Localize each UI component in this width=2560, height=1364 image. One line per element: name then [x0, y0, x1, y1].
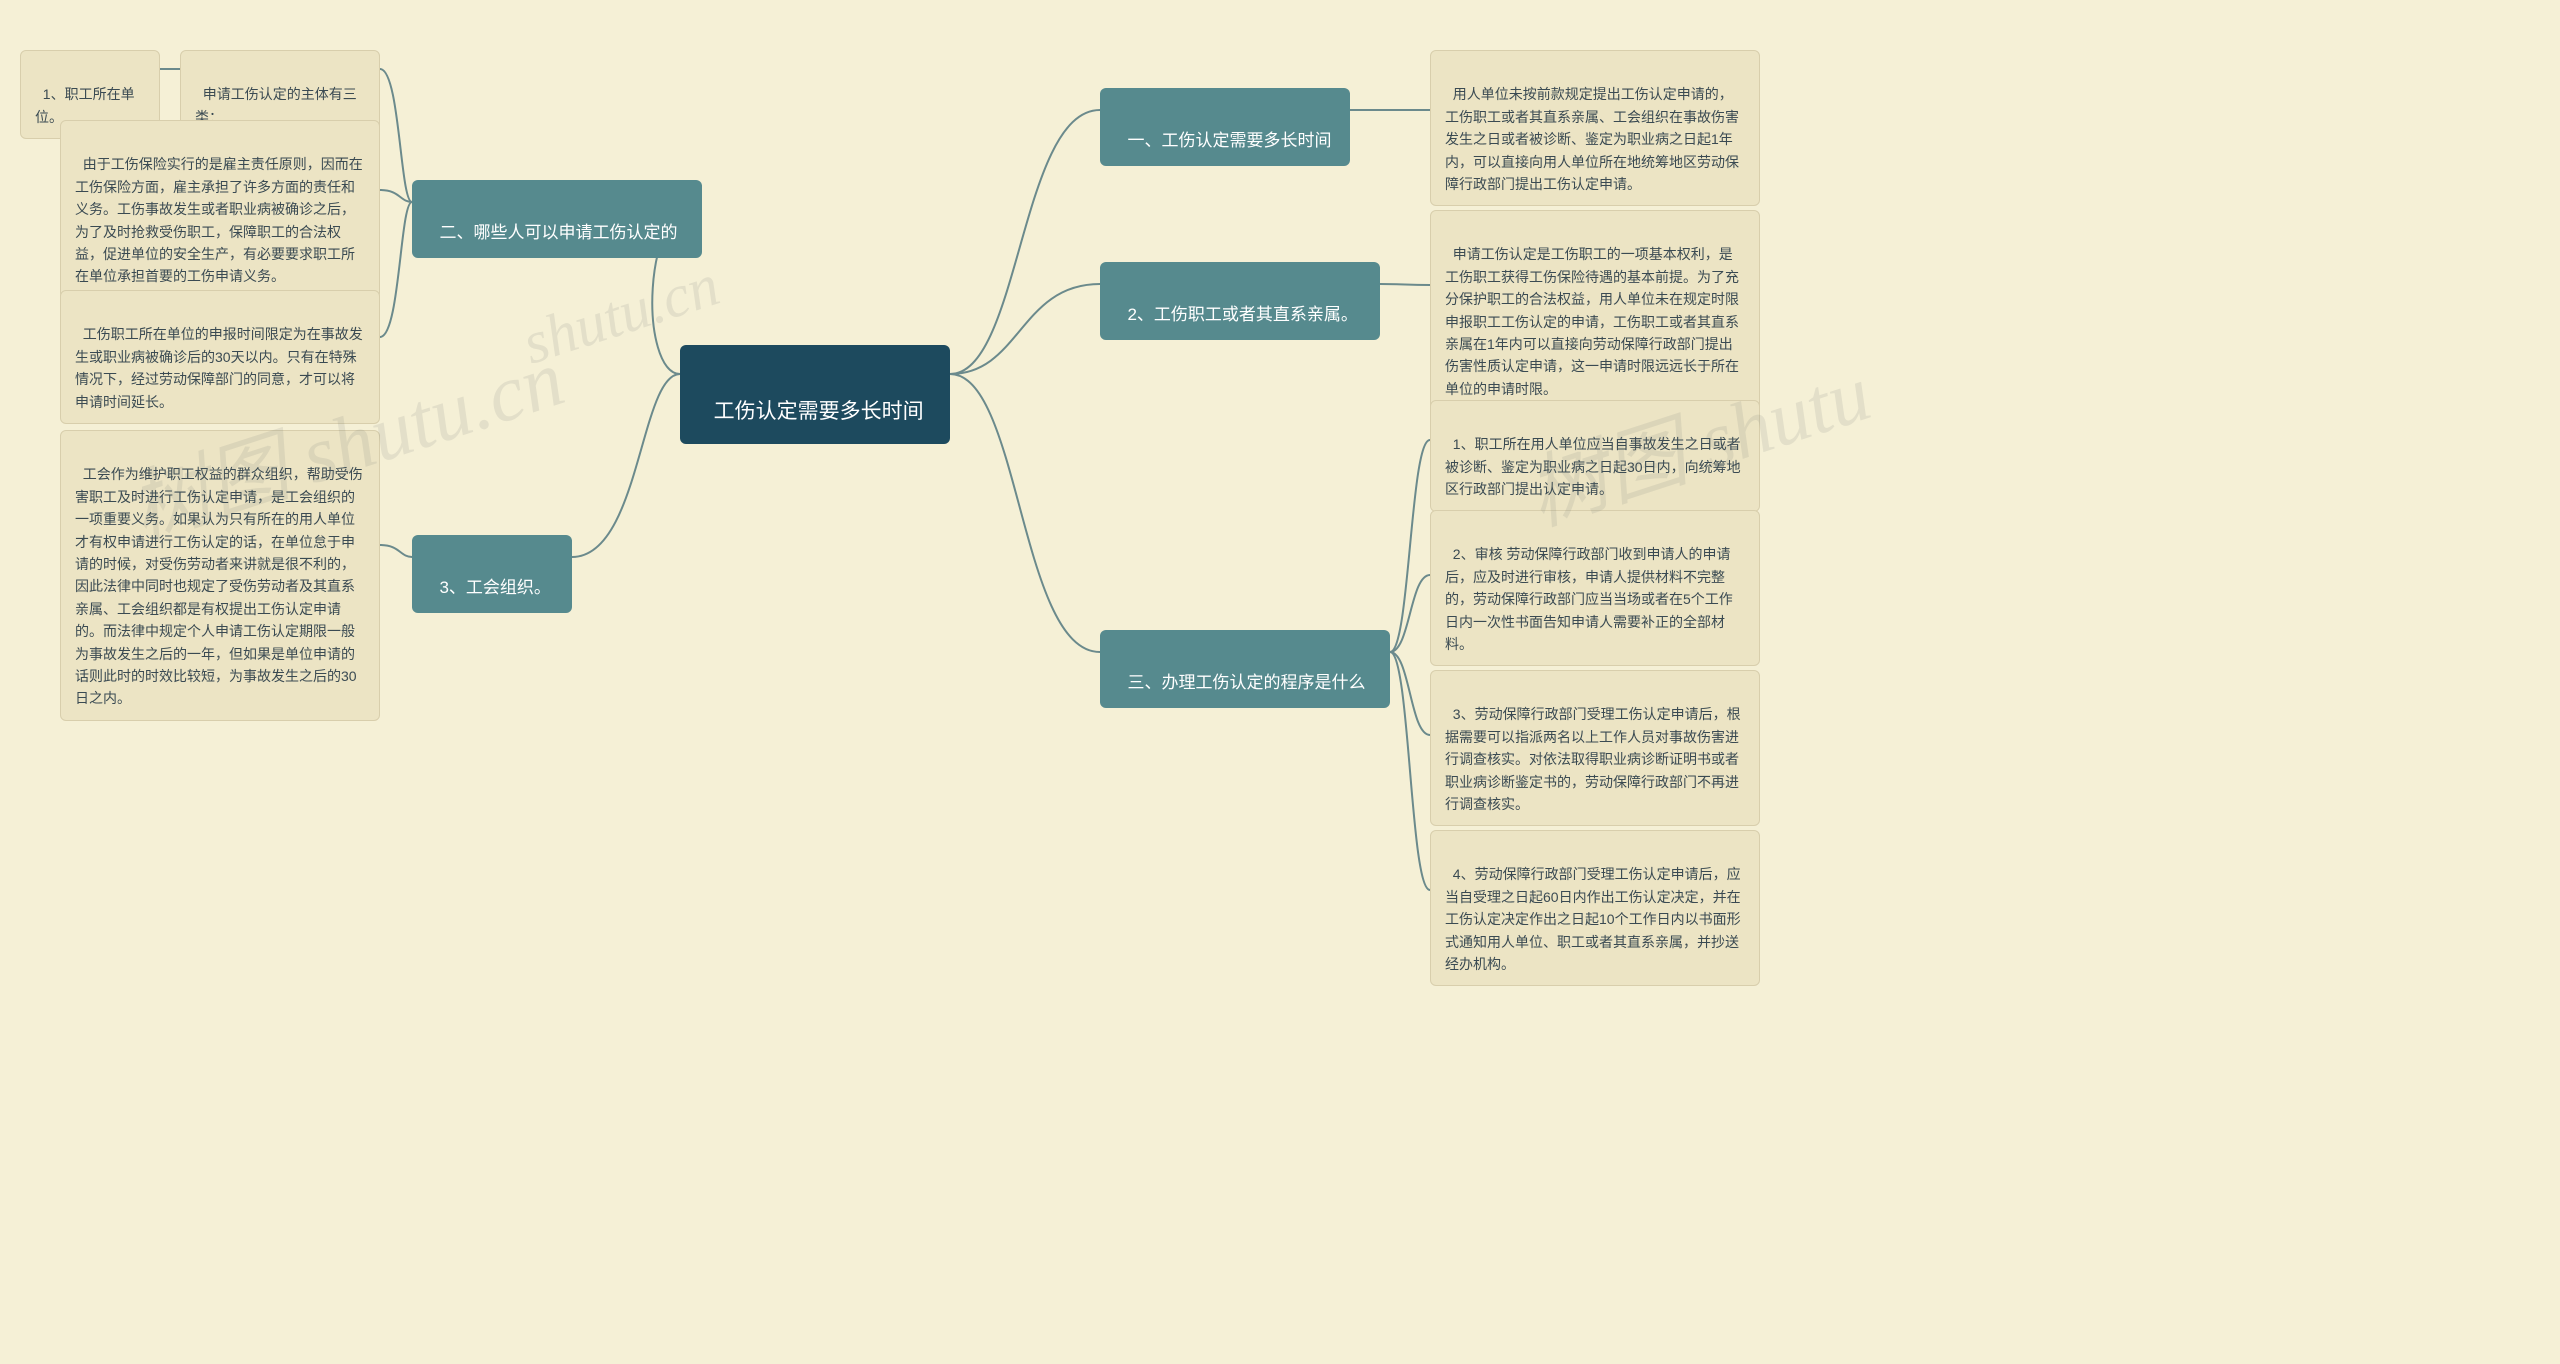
leaf-l1a[interactable]: 由于工伤保险实行的是雇主责任原则，因而在工伤保险方面，雇主承担了许多方面的责任和…	[60, 120, 380, 299]
leaf-text: 4、劳动保障行政部门受理工伤认定申请后，应当自受理之日起60日内作出工伤认定决定…	[1445, 866, 1741, 972]
leaf-r1a[interactable]: 用人单位未按前款规定提出工伤认定申请的，工伤职工或者其直系亲属、工会组织在事故伤…	[1430, 50, 1760, 206]
leaf-text: 由于工伤保险实行的是雇主责任原则，因而在工伤保险方面，雇主承担了许多方面的责任和…	[75, 156, 363, 284]
root-label: 工伤认定需要多长时间	[714, 400, 924, 423]
branch-label: 二、哪些人可以申请工伤认定的	[439, 223, 677, 242]
branch-l1[interactable]: 二、哪些人可以申请工伤认定的	[412, 180, 702, 258]
leaf-l2a[interactable]: 工会作为维护职工权益的群众组织，帮助受伤害职工及时进行工伤认定申请，是工会组织的…	[60, 430, 380, 721]
root-node[interactable]: 工伤认定需要多长时间	[680, 345, 950, 444]
branch-l2[interactable]: 3、工会组织。	[412, 535, 572, 613]
leaf-l1b[interactable]: 工伤职工所在单位的申报时间限定为在事故发生或职业病被确诊后的30天以内。只有在特…	[60, 290, 380, 424]
branch-r3[interactable]: 三、办理工伤认定的程序是什么	[1100, 630, 1390, 708]
leaf-r2a[interactable]: 申请工伤认定是工伤职工的一项基本权利，是工伤职工获得工伤保险待遇的基本前提。为了…	[1430, 210, 1760, 411]
leaf-text: 申请工伤认定是工伤职工的一项基本权利，是工伤职工获得工伤保险待遇的基本前提。为了…	[1445, 246, 1739, 396]
leaf-r3b[interactable]: 2、审核 劳动保障行政部门收到申请人的申请后，应及时进行审核，申请人提供材料不完…	[1430, 510, 1760, 666]
branch-label: 三、办理工伤认定的程序是什么	[1127, 673, 1365, 692]
leaf-text: 用人单位未按前款规定提出工伤认定申请的，工伤职工或者其直系亲属、工会组织在事故伤…	[1445, 86, 1739, 192]
leaf-text: 2、审核 劳动保障行政部门收到申请人的申请后，应及时进行审核，申请人提供材料不完…	[1445, 546, 1733, 652]
branch-r1[interactable]: 一、工伤认定需要多长时间	[1100, 88, 1350, 166]
leaf-text: 工伤职工所在单位的申报时间限定为在事故发生或职业病被确诊后的30天以内。只有在特…	[75, 326, 363, 409]
leaf-text: 工会作为维护职工权益的群众组织，帮助受伤害职工及时进行工伤认定申请，是工会组织的…	[75, 466, 363, 706]
leaf-text: 3、劳动保障行政部门受理工伤认定申请后，根据需要可以指派两名以上工作人员对事故伤…	[1445, 706, 1741, 812]
leaf-r3c[interactable]: 3、劳动保障行政部门受理工伤认定申请后，根据需要可以指派两名以上工作人员对事故伤…	[1430, 670, 1760, 826]
leaf-text: 1、职工所在用人单位应当自事故发生之日或者被诊断、鉴定为职业病之日起30日内，向…	[1445, 436, 1741, 497]
branch-r2[interactable]: 2、工伤职工或者其直系亲属。	[1100, 262, 1380, 340]
branch-label: 一、工伤认定需要多长时间	[1127, 131, 1331, 150]
leaf-r3a[interactable]: 1、职工所在用人单位应当自事故发生之日或者被诊断、鉴定为职业病之日起30日内，向…	[1430, 400, 1760, 512]
leaf-r3d[interactable]: 4、劳动保障行政部门受理工伤认定申请后，应当自受理之日起60日内作出工伤认定决定…	[1430, 830, 1760, 986]
branch-label: 3、工会组织。	[439, 578, 550, 597]
branch-label: 2、工伤职工或者其直系亲属。	[1127, 305, 1357, 324]
